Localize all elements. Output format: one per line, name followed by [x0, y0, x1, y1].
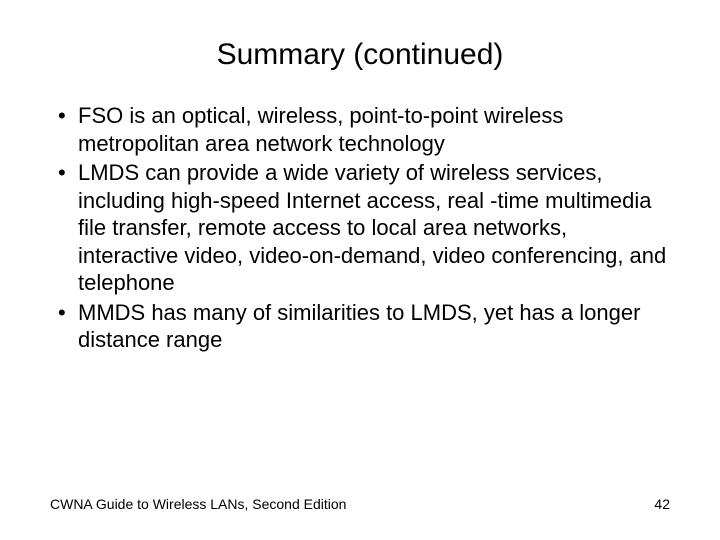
bullet-list: FSO is an optical, wireless, point-to-po… [50, 102, 670, 354]
bullet-item: FSO is an optical, wireless, point-to-po… [50, 102, 670, 157]
slide-footer: CWNA Guide to Wireless LANs, Second Edit… [50, 496, 670, 512]
slide: Summary (continued) FSO is an optical, w… [0, 0, 720, 540]
bullet-item: MMDS has many of similarities to LMDS, y… [50, 299, 670, 354]
bullet-item: LMDS can provide a wide variety of wirel… [50, 159, 670, 297]
page-number: 42 [654, 496, 670, 512]
slide-title: Summary (continued) [0, 0, 720, 102]
footer-text: CWNA Guide to Wireless LANs, Second Edit… [50, 496, 346, 512]
slide-body: FSO is an optical, wireless, point-to-po… [0, 102, 720, 354]
